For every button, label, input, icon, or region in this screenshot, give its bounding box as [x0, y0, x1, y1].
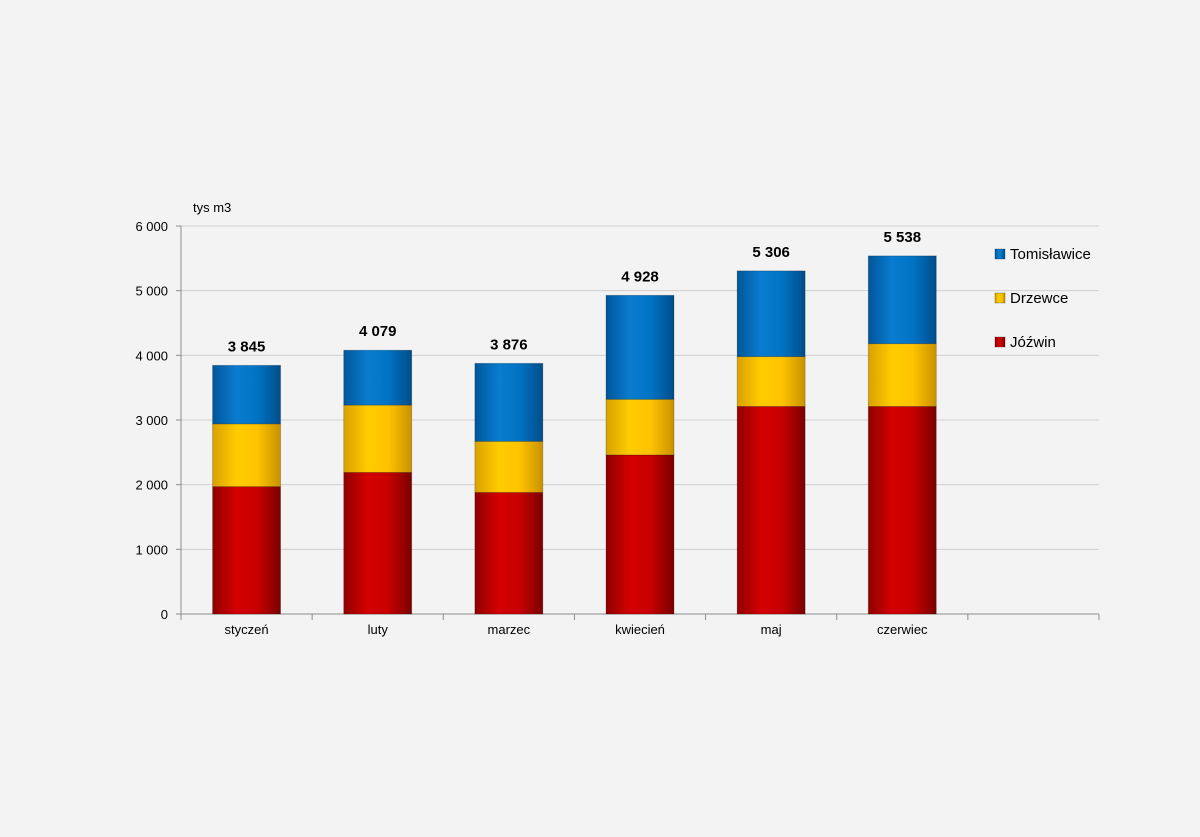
bar-segment-tomisławice — [867, 255, 937, 345]
data-labels: styczeń 3 845 luty 4 079 marzec 3 876 kwiecień… — [225, 229, 929, 637]
legend-label: Tomisławice — [1010, 246, 1091, 263]
total-label: 3 876 — [490, 336, 528, 353]
legend-label: Jóźwin — [1010, 334, 1056, 351]
y-axis-label: tys m3 — [193, 200, 231, 215]
y-tick-label: 6 000 — [135, 219, 168, 234]
y-tick-label: 0 — [161, 607, 168, 622]
bar-segment-tomisławice — [605, 294, 675, 400]
x-tick-label: styczeń — [225, 622, 269, 637]
y-tick-label: 2 000 — [135, 478, 168, 493]
bar-segment-tomisławice — [212, 364, 281, 425]
bar-segment-tomisławice — [343, 349, 413, 406]
legend-label: Drzewce — [1010, 290, 1068, 307]
total-label: 3 845 — [228, 338, 266, 355]
bar-segment-drzewce — [867, 343, 937, 407]
y-tick-label: 4 000 — [135, 348, 168, 363]
y-tick-label: 5 000 — [135, 284, 168, 299]
bar-segment-jóźwin — [867, 406, 937, 615]
bars — [212, 255, 937, 615]
bar-segment-jóźwin — [605, 454, 675, 615]
bar-segment-jóźwin — [212, 486, 281, 615]
x-tick-label: luty — [368, 622, 389, 637]
x-tick-label: maj — [761, 622, 782, 637]
bar-segment-drzewce — [212, 423, 281, 488]
legend-swatch — [994, 336, 1006, 348]
bar-segment-jóźwin — [736, 406, 806, 615]
total-label: 4 079 — [359, 323, 397, 340]
y-tick-label: 1 000 — [135, 542, 168, 557]
total-label: 4 928 — [621, 268, 659, 285]
bar-segment-drzewce — [736, 356, 806, 407]
bar-segment-drzewce — [343, 404, 413, 473]
bar-segment-jóźwin — [343, 471, 413, 615]
x-tick-label: czerwiec — [877, 622, 928, 637]
total-label: 5 538 — [884, 229, 922, 246]
bar-segment-jóźwin — [474, 492, 544, 615]
legend: Tomisławice Drzewce Jóźwin — [994, 246, 1091, 351]
bar-segment-tomisławice — [736, 270, 806, 358]
bar-segment-drzewce — [605, 398, 675, 456]
bar-segment-drzewce — [474, 440, 544, 493]
legend-swatch — [994, 248, 1006, 260]
total-label: 5 306 — [752, 244, 790, 261]
legend-swatch — [994, 292, 1006, 304]
y-tick-label: 3 000 — [135, 413, 168, 428]
x-tick-label: kwiecień — [615, 622, 665, 637]
x-tick-label: marzec — [488, 622, 531, 637]
bar-segment-tomisławice — [474, 362, 544, 442]
